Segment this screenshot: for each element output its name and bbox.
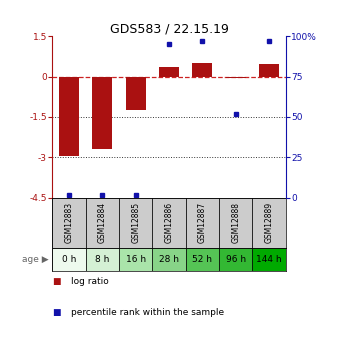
Bar (119, 248, 152, 271)
Bar (86, 198, 119, 248)
Title: GDS583 / 22.15.19: GDS583 / 22.15.19 (110, 22, 228, 35)
Bar (152, 248, 186, 271)
Bar (92, 77, 112, 149)
Text: 0 h: 0 h (62, 255, 76, 264)
Text: 28 h: 28 h (159, 255, 179, 264)
Text: percentile rank within the sample: percentile rank within the sample (71, 308, 224, 317)
Bar (126, 77, 146, 110)
Text: 52 h: 52 h (192, 255, 212, 264)
Bar (219, 248, 252, 271)
Bar (159, 67, 179, 77)
Text: 96 h: 96 h (225, 255, 246, 264)
Bar (119, 198, 152, 248)
Text: 8 h: 8 h (95, 255, 110, 264)
Text: GSM12885: GSM12885 (131, 202, 140, 243)
Text: age ▶: age ▶ (22, 255, 49, 264)
Text: GSM12887: GSM12887 (198, 202, 207, 243)
Bar (226, 77, 246, 78)
Text: 16 h: 16 h (126, 255, 146, 264)
Bar (186, 198, 219, 248)
Bar (219, 198, 252, 248)
Text: GSM12883: GSM12883 (65, 202, 74, 243)
Bar (86, 248, 119, 271)
Bar (52, 248, 86, 271)
Bar (59, 77, 79, 156)
Bar (52, 198, 86, 248)
Bar (152, 198, 186, 248)
Bar (259, 65, 279, 77)
Bar (192, 63, 212, 77)
Text: ■: ■ (52, 277, 61, 286)
Text: GSM12888: GSM12888 (231, 202, 240, 243)
Bar (252, 198, 286, 248)
Bar (252, 248, 286, 271)
Text: log ratio: log ratio (71, 277, 109, 286)
Text: GSM12886: GSM12886 (165, 202, 173, 243)
Text: 144 h: 144 h (256, 255, 282, 264)
Text: ■: ■ (52, 308, 61, 317)
Bar (186, 248, 219, 271)
Text: GSM12884: GSM12884 (98, 202, 107, 243)
Text: GSM12889: GSM12889 (264, 202, 273, 243)
